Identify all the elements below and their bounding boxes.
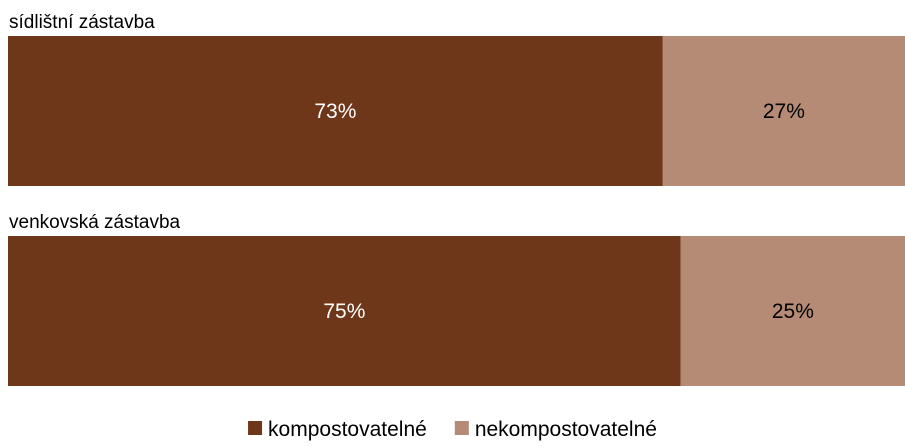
data-label-nekompostovatelne-sidlistni-zastavba: 27% — [763, 100, 805, 123]
data-label-kompostovatelne-venkovska-zastavba: 75% — [323, 300, 365, 323]
legend-swatch-kompostovatelne — [248, 421, 263, 435]
category-label-sidlistni-zastavba: sídlištní zástavba — [9, 12, 155, 33]
bar-kompostovatelne-venkovska-zastavba — [8, 236, 681, 386]
bar-nekompostovatelne-venkovska-zastavba — [680, 236, 905, 386]
bars-layer: sídlištní zástavba 73% 27% venkovská zástav… — [8, 12, 905, 386]
legend-label-nekompostovatelne: nekompostovatelné — [475, 418, 657, 441]
legend-item-nekompostovatelne: nekompostovatelné — [454, 418, 657, 441]
legend-item-kompostovatelne: kompostovatelné — [248, 418, 427, 441]
category-label-venkovska-zastavba: venkovská zástavba — [9, 212, 181, 233]
bar-nekompostovatelne-sidlistni-zastavba — [662, 36, 905, 186]
legend-swatch-nekompostovatelne — [454, 421, 469, 435]
data-label-kompostovatelne-sidlistni-zastavba: 73% — [314, 100, 356, 123]
data-label-nekompostovatelne-venkovska-zastavba: 25% — [772, 300, 814, 323]
legend: kompostovatelné nekompostovatelné — [248, 418, 657, 441]
bar-kompostovatelne-sidlistni-zastavba — [8, 36, 663, 186]
legend-label-kompostovatelne: kompostovatelné — [268, 418, 427, 441]
